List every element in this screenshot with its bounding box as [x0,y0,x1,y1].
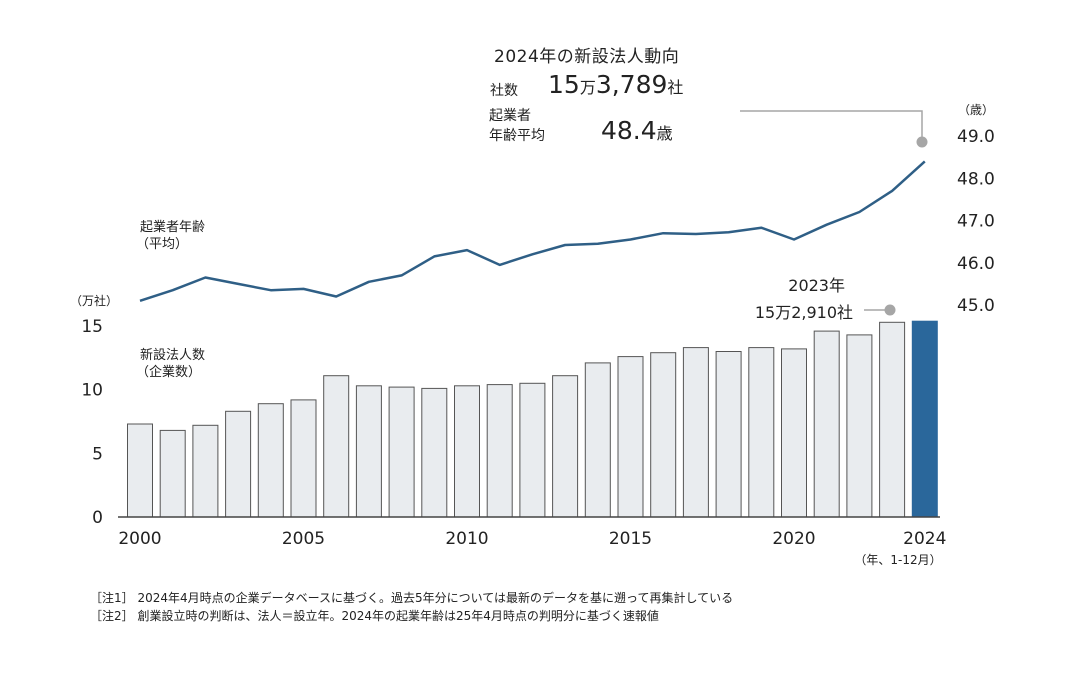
x-tick-label: 2005 [282,529,325,549]
count-unit-sha: 社 [667,78,684,97]
bar-2004 [257,403,284,518]
bar2023-value: 15万2,910社 [755,303,853,322]
bar-series-sublabel: （企業数） [136,364,201,380]
header-title: 2024年の新設法人動向 [494,47,680,67]
age-unit: 歳 [656,124,673,143]
bar-2016 [650,352,677,518]
right-tick-label: 46.0 [957,254,995,274]
x-tick-label: 2000 [118,529,161,549]
bar-2010 [454,385,480,518]
bar-2020 [781,348,807,518]
x-axis: 2000 2005 2010 2015 2020 2024 （年、1-12月） [118,529,946,567]
x-tick-label: 2024 [903,529,946,549]
bar-2000 [127,423,153,518]
right-tick-label: 45.0 [957,296,995,316]
bar-2003 [225,410,252,518]
bar2023-year: 2023年 [788,276,845,295]
right-tick-label: 49.0 [957,127,995,147]
left-axis: 0 5 10 15 （万社） [70,293,118,528]
bar-2002 [192,424,219,518]
footnote-2: ［注2］ 創業設立時の判断は、法人＝設立年。2024年の起業年齢は25年4月時点… [90,609,659,623]
age-number: 48.4 [601,116,657,145]
count-value: 15万3,789社 [548,70,683,99]
bar-2014 [584,362,611,518]
x-tick-label: 2020 [772,529,815,549]
left-tick-label: 10 [81,381,103,401]
count-label: 社数 [490,83,518,99]
bar-series-label: 新設法人数 [140,347,205,363]
age-label-line2: 年齢平均 [489,128,545,144]
bar-2024 [911,320,938,518]
age-2024-marker [916,136,928,148]
bar-series [127,320,938,518]
line-series-sublabel: （平均） [136,237,188,252]
age-line [139,160,926,302]
bar-2019 [748,347,775,518]
left-tick-label: 15 [81,317,103,337]
bar-2023 [879,321,906,518]
age-label: 起業者 年齢平均 [489,106,545,146]
right-axis-unit: （歳） [958,103,994,117]
callouts: 2023年 15万2,910社 [740,110,928,322]
bar-2021 [813,330,840,518]
bar2023-marker [884,304,896,316]
bar-2006 [323,375,350,518]
age-line-series [139,160,926,302]
left-axis-unit: （万社） [70,293,118,308]
bar-2008 [388,386,415,518]
left-tick-label: 5 [92,444,103,464]
bar-2005 [290,399,317,518]
count-rest: 3,789 [595,70,668,99]
age-label-line1: 起業者 [489,108,531,124]
bar-2018 [715,351,742,518]
bar-2011 [486,384,513,518]
bar-2001 [159,429,186,518]
bar-2007 [355,385,382,518]
x-axis-unit: （年、1-12月） [854,553,941,567]
bar-2017 [682,347,709,518]
left-tick-label: 0 [92,508,103,528]
right-tick-label: 47.0 [957,212,995,232]
age-callout-line [740,110,923,138]
footnote-1: ［注1］ 2024年4月時点の企業データベースに基づく。過去5年分については最新… [90,591,734,605]
x-tick-label: 2015 [609,529,652,549]
bar-2009 [421,387,448,518]
count-main: 15 [548,70,580,99]
annotations: 起業者年齢 （平均） 新設法人数（企業数） [136,219,205,380]
bar-2022 [846,334,873,518]
right-axis: 45.0 46.0 47.0 48.0 49.0 （歳） [957,103,995,316]
line-series-label: 起業者年齢 [140,219,205,235]
bar-2012 [519,382,546,518]
right-tick-label: 48.0 [957,169,995,189]
count-unit-man: 万 [579,78,596,97]
age-value: 48.4歳 [601,116,673,145]
bar-2013 [552,375,579,518]
bar-2015 [617,356,644,518]
x-tick-label: 2010 [445,529,488,549]
